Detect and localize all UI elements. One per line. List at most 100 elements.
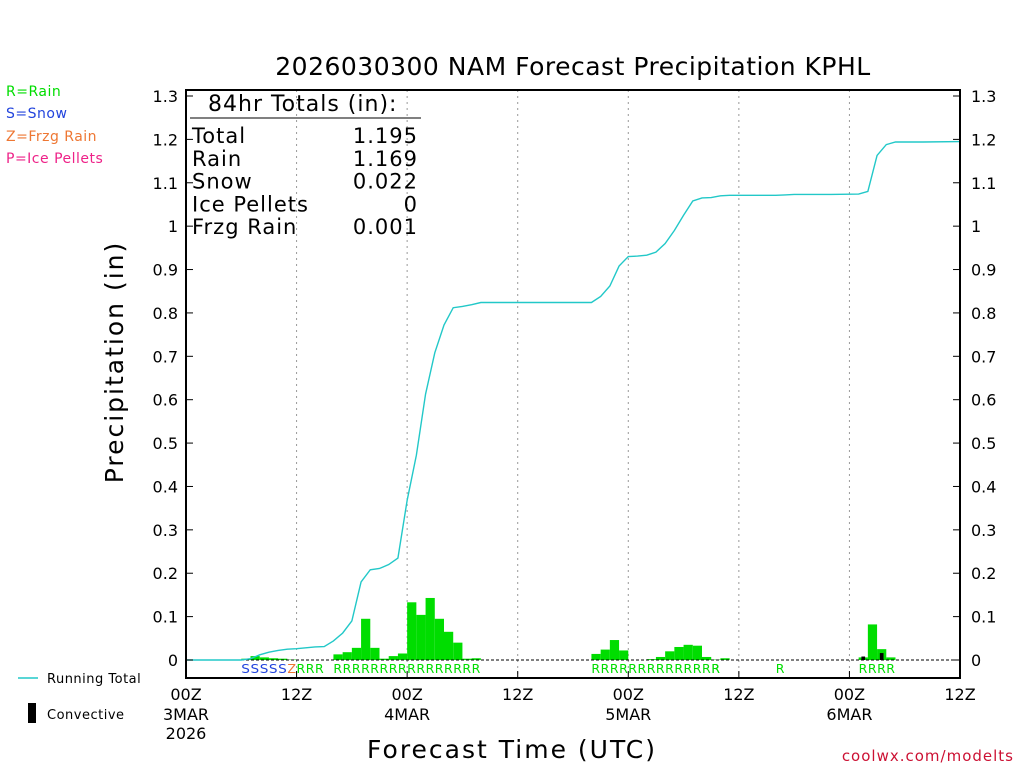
precip-bar	[342, 652, 352, 660]
totals-value: 1.195	[353, 124, 418, 148]
precip-bar	[453, 642, 463, 660]
x-tick-label: 00Z	[613, 685, 644, 704]
x-tick-label: 12Z	[723, 685, 754, 704]
legend-frzg-rain: Z=Frzg Rain	[6, 129, 97, 145]
precip-bar	[351, 647, 362, 660]
x-tick-label: 12Z	[502, 685, 533, 704]
precip-type-rain: RRR	[297, 662, 325, 676]
legend-convective: Convective	[47, 708, 125, 723]
totals-value: 0.001	[353, 215, 418, 239]
y-tick-label-right: 0.6	[971, 391, 996, 410]
x-date-label: 3MAR	[163, 705, 209, 724]
legend-ice-pellets: P=Ice Pellets	[6, 151, 103, 167]
y-tick-label-right: 0.1	[971, 608, 996, 627]
y-tick-label-left: 0.5	[153, 434, 178, 453]
totals-value: 0	[404, 192, 418, 216]
x-tick-label: 00Z	[391, 685, 422, 704]
y-tick-label-left: 1	[168, 217, 178, 236]
totals-label: Snow	[192, 170, 253, 194]
precip-bar	[619, 650, 629, 660]
y-tick-label-right: 1.2	[971, 130, 996, 149]
precip-bar	[609, 640, 620, 660]
precip-bar	[471, 658, 481, 660]
precip-type-rain: R	[776, 662, 785, 676]
y-tick-label-right: 1	[971, 217, 981, 236]
x-date-label: 5MAR	[605, 705, 651, 724]
precip-bar	[591, 653, 601, 660]
precip-bar	[720, 658, 730, 660]
precip-bar	[278, 658, 288, 660]
precip-bar	[250, 656, 260, 660]
precip-bar	[444, 631, 454, 660]
x-tick-label: 00Z	[170, 685, 201, 704]
precip-type-rain: R	[711, 662, 720, 676]
y-tick-label-left: 0.3	[153, 521, 178, 540]
y-tick-label-left: 0.1	[153, 608, 178, 627]
legend-rain: R=Rain	[6, 84, 61, 100]
y-tick-label-left: 0	[168, 651, 178, 670]
y-tick-label-right: 0.3	[971, 521, 996, 540]
y-tick-label-right: 0.2	[971, 564, 996, 583]
x-date-label: 6MAR	[826, 705, 872, 724]
y-tick-label-right: 0.7	[971, 347, 996, 366]
precip-bar	[361, 618, 371, 660]
y-axis-label: Precipitation (in)	[100, 241, 129, 484]
precip-bar	[462, 658, 472, 660]
y-tick-label-left: 1.2	[153, 130, 178, 149]
x-tick-label: 12Z	[944, 685, 975, 704]
totals-header: 84hr Totals (in):	[208, 92, 397, 117]
y-tick-label-left: 1.1	[153, 174, 178, 193]
precip-bar	[867, 624, 878, 660]
y-tick-label-left: 0.6	[153, 391, 178, 410]
plot-frame	[185, 89, 961, 679]
x-axis-label: Forecast Time (UTC)	[367, 735, 657, 764]
y-tick-label-left: 1.3	[153, 87, 178, 106]
x-date-label: 4MAR	[384, 705, 430, 724]
convective-bar	[879, 653, 884, 660]
totals-label: Total	[191, 124, 246, 148]
precip-bar	[416, 614, 426, 660]
precip-bar	[655, 656, 666, 660]
y-tick-label-right: 0.5	[971, 434, 996, 453]
precip-bar	[683, 644, 693, 660]
precip-bar	[425, 597, 435, 660]
y-tick-label-left: 0.4	[153, 477, 178, 496]
precip-bar	[397, 653, 408, 660]
convective-bar	[861, 656, 866, 660]
legend-snow: S=Snow	[6, 106, 67, 122]
totals-label: Frzg Rain	[192, 215, 297, 239]
precip-bar	[886, 657, 896, 660]
y-tick-label-right: 0.8	[971, 304, 996, 323]
precip-type-rain: RRRRRRRRRRRRRR	[591, 662, 720, 676]
y-tick-label-right: 0.4	[971, 477, 996, 496]
precip-bar	[600, 649, 610, 660]
precip-bar	[692, 645, 702, 660]
precip-bar	[702, 656, 712, 660]
precip-type-rain: RRRRRRRRRRRRRRRR	[333, 662, 480, 676]
y-tick-label-right: 0.9	[971, 261, 996, 280]
precip-bars	[241, 597, 896, 660]
y-axis-right: 0 0.1 0.2 0.3 0.4 0.5 0.6 0.7 0.8 0.9 1 1.1 1.2 1.3	[953, 87, 996, 670]
y-tick-label-left: 0.9	[153, 261, 178, 280]
precip-bar	[268, 658, 279, 660]
y-tick-label-left: 0.7	[153, 347, 178, 366]
series-legend: Running Total Convective	[18, 672, 141, 723]
y-tick-label-left: 0.2	[153, 564, 178, 583]
totals-value: 0.022	[353, 170, 418, 194]
precip-bar	[388, 656, 398, 660]
precip-bar	[434, 618, 444, 660]
precip-bar	[333, 654, 343, 660]
y-tick-label-right: 0	[971, 651, 981, 670]
convective-legend-swatch	[28, 703, 36, 723]
x-tick-label: 12Z	[281, 685, 312, 704]
credit-text: coolwx.com/modelts	[842, 747, 1014, 765]
precip-bar	[259, 657, 269, 660]
precip-bar	[674, 646, 684, 660]
totals-value: 1.169	[353, 147, 418, 171]
totals-label: Ice Pellets	[192, 192, 309, 216]
precip-type-legend: R=Rain S=Snow Z=Frzg Rain P=Ice Pellets	[6, 84, 103, 167]
y-tick-label-right: 1.3	[971, 87, 996, 106]
x-year-label: 2026	[166, 724, 207, 743]
convective-bars	[861, 653, 884, 660]
